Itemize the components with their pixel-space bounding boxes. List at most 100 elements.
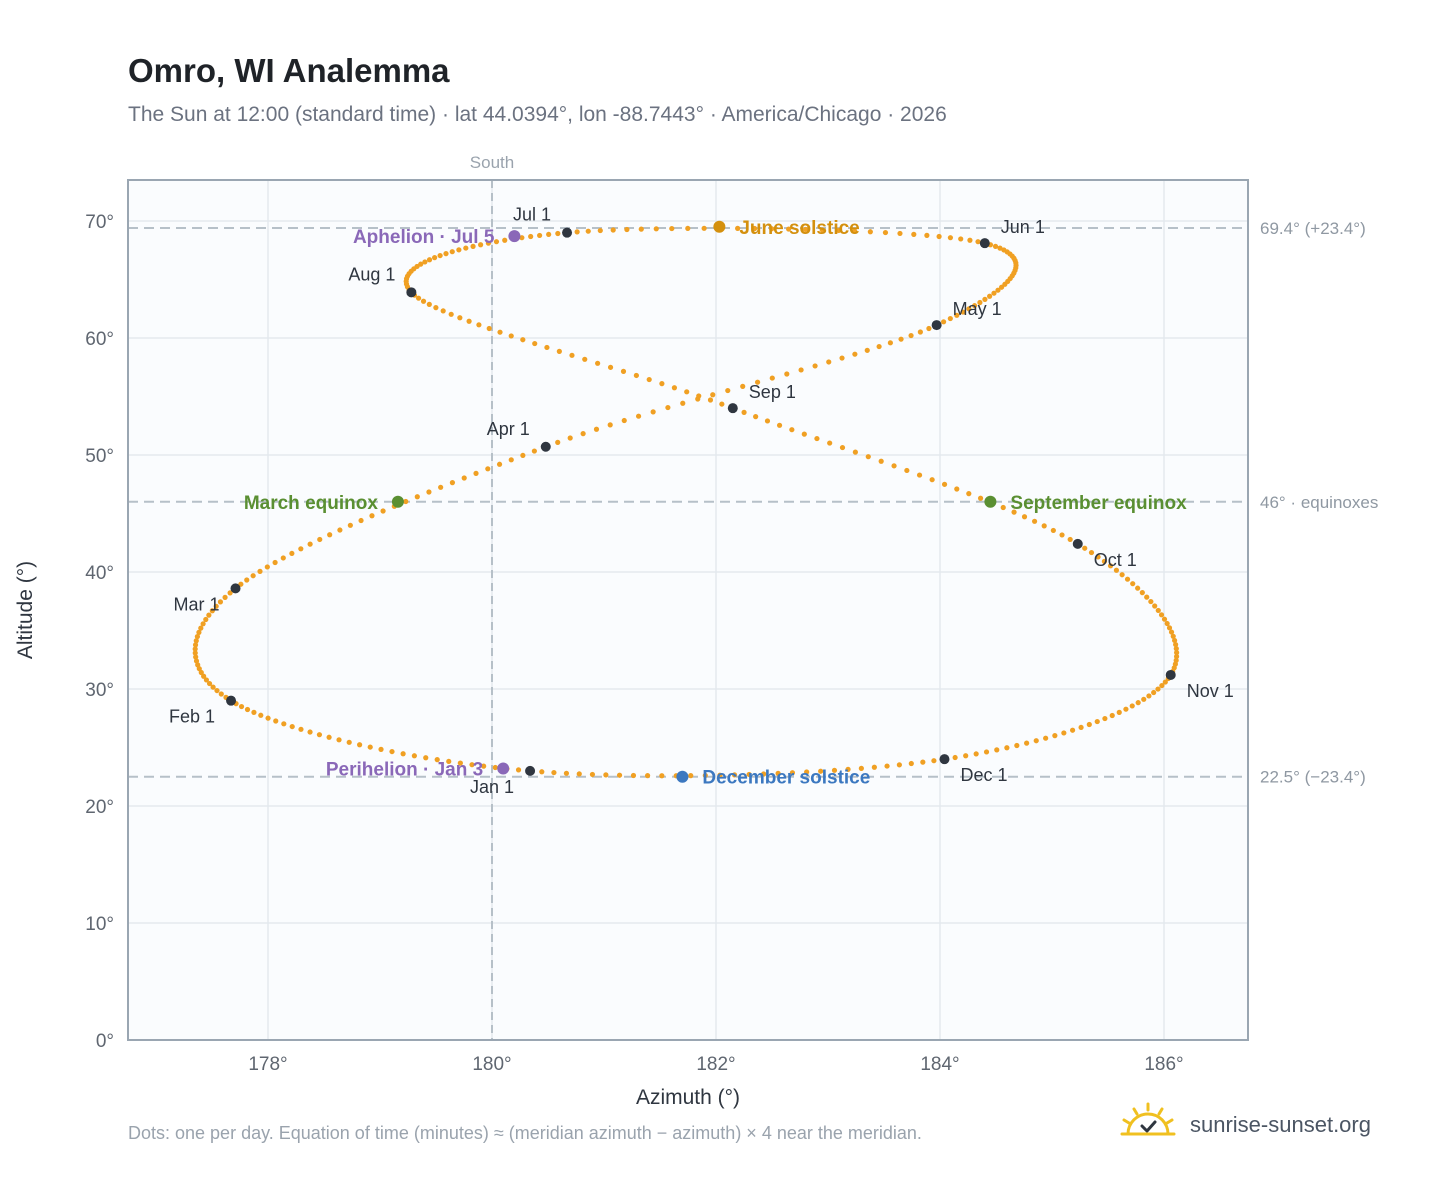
daily-dot — [433, 305, 439, 311]
daily-dot — [1173, 641, 1179, 648]
daily-dot — [198, 625, 204, 631]
month-marker-label: Dec 1 — [960, 765, 1007, 785]
daily-dot — [987, 293, 993, 299]
daily-dot — [977, 495, 984, 501]
daily-dot — [633, 372, 639, 379]
daily-dot — [864, 347, 870, 353]
daily-dot — [264, 564, 270, 570]
daily-dot — [882, 229, 889, 236]
daily-dot — [802, 226, 809, 233]
daily-dot — [1141, 696, 1147, 702]
daily-dot — [702, 772, 708, 779]
daily-dot — [740, 383, 746, 389]
event-marker — [676, 770, 689, 783]
daily-dot — [852, 449, 858, 455]
daily-dot — [546, 231, 552, 238]
daily-dot — [434, 757, 440, 763]
daily-dot — [941, 319, 947, 325]
daily-dot — [831, 767, 838, 773]
daily-dot — [336, 737, 342, 743]
daily-dot — [1123, 706, 1129, 712]
daily-dot — [826, 359, 832, 365]
daily-dot — [463, 245, 469, 251]
daily-dot — [818, 768, 824, 774]
plot-area — [128, 180, 1248, 1040]
daily-dot — [597, 227, 603, 234]
daily-dot — [931, 758, 937, 764]
daily-dot — [839, 444, 846, 451]
daily-dot — [298, 726, 304, 732]
y-tick-label: 40° — [85, 563, 114, 584]
daily-dot — [717, 772, 723, 778]
daily-dot — [537, 232, 543, 239]
daily-dot — [1146, 693, 1152, 699]
daily-dot — [580, 431, 586, 437]
daily-dot — [1052, 733, 1058, 739]
daily-dot — [917, 329, 923, 335]
daily-dot — [725, 387, 731, 394]
daily-dot — [443, 251, 449, 257]
month-marker — [979, 238, 990, 249]
daily-dot — [839, 355, 845, 361]
plot-frame — [127, 179, 1249, 1041]
daily-dot — [193, 638, 199, 644]
footnote: Dots: one per day. Equation of time (min… — [128, 1123, 922, 1143]
daily-dot — [508, 333, 514, 339]
daily-dot — [403, 498, 409, 505]
y-tick-label: 50° — [85, 446, 114, 467]
daily-dot — [665, 404, 671, 411]
daily-dot — [878, 458, 884, 464]
daily-dot — [203, 677, 210, 683]
daily-dot — [1130, 581, 1136, 587]
daily-dot — [620, 368, 627, 374]
daily-dot — [346, 739, 352, 745]
brand: sunrise-sunset.org — [1118, 1100, 1398, 1150]
daily-dot — [1094, 718, 1100, 725]
month-marker-label: Oct 1 — [1094, 550, 1137, 570]
daily-dot — [991, 290, 997, 296]
daily-dot — [486, 325, 492, 332]
daily-dot — [426, 301, 432, 307]
daily-dot — [801, 431, 807, 437]
daily-dot — [1000, 504, 1006, 511]
daily-dot — [908, 332, 914, 339]
daily-dot — [973, 751, 979, 757]
daily-dot — [420, 298, 427, 304]
daily-dot — [804, 769, 810, 775]
daily-dot — [671, 385, 678, 391]
daily-dot — [653, 226, 659, 232]
daily-dot — [1152, 603, 1158, 609]
daily-dot — [684, 389, 690, 395]
daily-dot — [457, 760, 463, 766]
daily-dot — [326, 734, 332, 740]
daily-dot — [481, 763, 487, 769]
event-label: March equinox — [244, 493, 379, 514]
daily-dot — [1162, 679, 1168, 685]
daily-dot — [485, 240, 492, 246]
y-tick-label: 20° — [85, 797, 114, 818]
daily-dot — [707, 397, 714, 403]
daily-dot — [710, 392, 716, 398]
daily-dot — [994, 747, 1000, 753]
daily-dot — [1061, 730, 1067, 736]
daily-dot — [378, 746, 384, 752]
daily-dot — [852, 351, 858, 357]
daily-dot — [764, 418, 771, 424]
daily-dot — [1168, 629, 1175, 635]
daily-dot — [621, 417, 627, 424]
daily-dot — [812, 363, 818, 369]
daily-dot — [954, 312, 960, 318]
daily-dot — [532, 340, 538, 347]
month-marker — [226, 695, 237, 706]
daily-dot — [1161, 616, 1168, 622]
reference-line-label: 69.4° (+23.4°) — [1260, 219, 1366, 238]
daily-dot — [281, 721, 287, 727]
daily-dot — [449, 480, 456, 486]
month-marker — [406, 287, 417, 298]
daily-dot — [659, 381, 665, 387]
daily-dot — [947, 315, 953, 322]
daily-dot — [897, 230, 903, 237]
daily-dot — [858, 765, 864, 771]
daily-dot — [936, 233, 942, 240]
daily-dot — [1043, 735, 1049, 741]
